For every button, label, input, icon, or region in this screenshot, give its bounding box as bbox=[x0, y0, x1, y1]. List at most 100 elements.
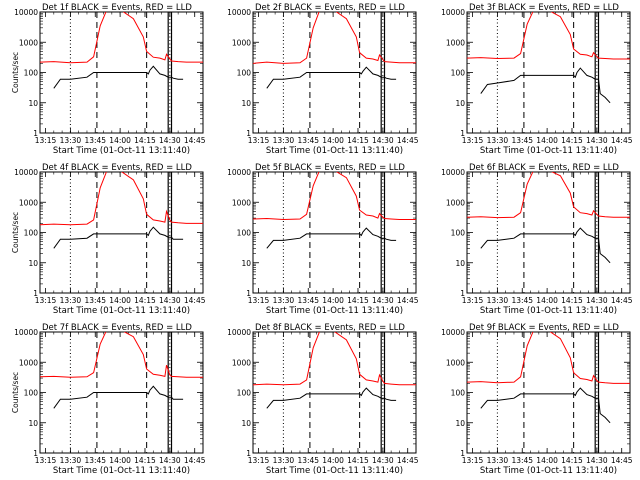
plot-frame bbox=[252, 331, 417, 454]
panel-title: Det 4f BLACK = Events, RED = LLD bbox=[42, 163, 192, 173]
x-tick-label: 14:00 bbox=[322, 136, 344, 145]
y-tick-label: 1 bbox=[246, 449, 251, 458]
black-events-series bbox=[53, 385, 184, 409]
panel-det-8f: Det 8f BLACK = Events, RED = LLD 1 10 100 10… bbox=[227, 323, 419, 476]
x-tick-label: 14:00 bbox=[322, 456, 344, 465]
y-tick-label: 10 bbox=[28, 99, 38, 108]
x-tick-label: 13:30 bbox=[60, 456, 82, 465]
panel-det-1f: Det 1f BLACK = Events, RED = LLD 1 10 100 10… bbox=[11, 3, 206, 156]
panel-det-6f: Det 6f BLACK = Events, RED = LLD 1 10 100 10… bbox=[441, 163, 633, 316]
y-tick-label: 100 bbox=[451, 69, 466, 78]
x-tick-label: 13:45 bbox=[84, 136, 106, 145]
x-tick-label: 13:45 bbox=[511, 136, 533, 145]
y-tick-label: 10000 bbox=[227, 328, 251, 337]
y-tick-label: 1 bbox=[460, 449, 465, 458]
x-tick-label: 13:30 bbox=[487, 456, 509, 465]
black-events-series bbox=[480, 387, 611, 424]
y-tick-label: 1 bbox=[33, 129, 38, 138]
x-tick-label: 14:45 bbox=[397, 136, 419, 145]
y-tick-label: 1 bbox=[33, 449, 38, 458]
x-tick-label: 14:00 bbox=[109, 456, 131, 465]
x-tick-label: 14:30 bbox=[586, 136, 608, 145]
red-lld-series bbox=[253, 172, 416, 221]
y-tick-label: 1000 bbox=[19, 198, 38, 207]
y-tick-label: 1000 bbox=[232, 198, 251, 207]
x-tick-label: 14:00 bbox=[109, 296, 131, 305]
plot-frame bbox=[39, 171, 204, 294]
y-tick-label: 1000 bbox=[446, 198, 465, 207]
x-tick-label: 14:15 bbox=[134, 456, 156, 465]
plot-frame bbox=[466, 331, 631, 454]
x-tick-label: 14:45 bbox=[397, 456, 419, 465]
x-tick-label: 14:45 bbox=[611, 136, 633, 145]
x-tick-label: 14:45 bbox=[611, 296, 633, 305]
x-tick-label: 13:30 bbox=[60, 296, 82, 305]
x-tick-label: 14:00 bbox=[536, 296, 558, 305]
y-tick-label: 1000 bbox=[232, 358, 251, 367]
y-tick-label: 100 bbox=[237, 229, 252, 238]
red-lld-series bbox=[467, 12, 630, 60]
x-tick-label: 14:15 bbox=[134, 296, 156, 305]
y-tick-label: 1 bbox=[460, 129, 465, 138]
y-tick-label: 10 bbox=[241, 419, 251, 428]
panel-det-3f: Det 3f BLACK = Events, RED = LLD 1 10 100 10… bbox=[441, 3, 633, 156]
y-tick-label: 100 bbox=[451, 389, 466, 398]
red-lld-series bbox=[40, 332, 203, 378]
x-tick-label: 13:15 bbox=[248, 296, 270, 305]
x-tick-label: 13:30 bbox=[60, 136, 82, 145]
y-tick-label: 100 bbox=[24, 69, 39, 78]
panel-title: Det 3f BLACK = Events, RED = LLD bbox=[469, 3, 619, 13]
y-tick-label: 1000 bbox=[446, 358, 465, 367]
x-tick-label: 14:00 bbox=[536, 456, 558, 465]
x-tick-label: 14:00 bbox=[322, 296, 344, 305]
y-tick-label: 10 bbox=[241, 99, 251, 108]
y-tick-label: 1 bbox=[246, 129, 251, 138]
x-axis-label: Start Time (01-Oct-11 13:11:40) bbox=[53, 306, 190, 316]
x-tick-label: 14:45 bbox=[611, 456, 633, 465]
x-tick-label: 14:15 bbox=[561, 136, 583, 145]
y-tick-label: 100 bbox=[451, 229, 466, 238]
y-axis-label: Counts/sec bbox=[11, 372, 20, 413]
y-tick-label: 10000 bbox=[14, 328, 38, 337]
y-tick-label: 10 bbox=[28, 419, 38, 428]
x-tick-label: 13:15 bbox=[248, 136, 270, 145]
x-tick-label: 14:30 bbox=[159, 296, 181, 305]
x-tick-label: 13:15 bbox=[35, 136, 57, 145]
x-tick-label: 14:30 bbox=[159, 136, 181, 145]
x-tick-label: 13:45 bbox=[297, 136, 319, 145]
red-lld-series bbox=[467, 172, 630, 219]
x-tick-label: 14:30 bbox=[586, 296, 608, 305]
x-tick-label: 14:15 bbox=[347, 456, 369, 465]
black-events-series bbox=[53, 65, 184, 89]
y-tick-label: 100 bbox=[237, 69, 252, 78]
y-tick-label: 10000 bbox=[227, 8, 251, 17]
y-axis-label: Counts/sec bbox=[11, 212, 20, 253]
x-tick-label: 13:15 bbox=[35, 456, 57, 465]
x-tick-label: 13:15 bbox=[462, 456, 484, 465]
x-tick-label: 14:15 bbox=[561, 456, 583, 465]
y-tick-label: 10000 bbox=[441, 328, 465, 337]
panel-det-5f: Det 5f BLACK = Events, RED = LLD 1 10 100 10… bbox=[227, 163, 419, 316]
panel-det-9f: Det 9f BLACK = Events, RED = LLD 1 10 100 10… bbox=[441, 323, 633, 476]
x-tick-label: 13:45 bbox=[297, 456, 319, 465]
panel-title: Det 9f BLACK = Events, RED = LLD bbox=[469, 323, 619, 333]
red-lld-series bbox=[253, 12, 416, 64]
black-events-series bbox=[480, 67, 611, 104]
x-tick-label: 14:30 bbox=[372, 456, 394, 465]
y-tick-label: 10000 bbox=[14, 168, 38, 177]
y-tick-label: 1000 bbox=[446, 38, 465, 47]
y-tick-label: 10000 bbox=[227, 168, 251, 177]
y-tick-label: 10 bbox=[28, 259, 38, 268]
x-tick-label: 13:45 bbox=[511, 456, 533, 465]
panel-title: Det 6f BLACK = Events, RED = LLD bbox=[469, 163, 619, 173]
red-lld-series bbox=[253, 332, 416, 386]
x-tick-label: 14:30 bbox=[159, 456, 181, 465]
panel-title: Det 8f BLACK = Events, RED = LLD bbox=[255, 323, 405, 333]
x-tick-label: 13:45 bbox=[84, 296, 106, 305]
plot-frame bbox=[466, 171, 631, 294]
plot-frame bbox=[252, 171, 417, 294]
y-tick-label: 10 bbox=[455, 419, 465, 428]
panel-title: Det 5f BLACK = Events, RED = LLD bbox=[255, 163, 405, 173]
y-tick-label: 1000 bbox=[19, 358, 38, 367]
black-events-series bbox=[53, 226, 184, 249]
